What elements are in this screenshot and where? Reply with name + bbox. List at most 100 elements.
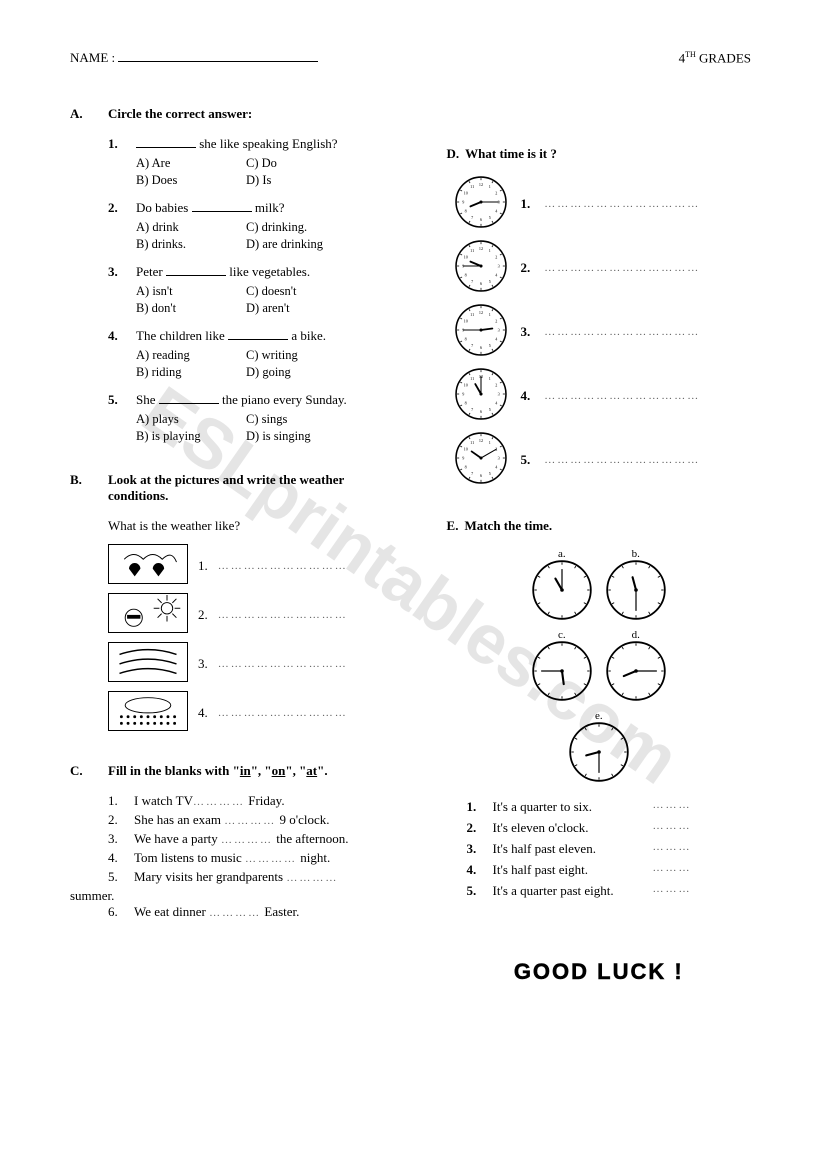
svg-text:9: 9 [462,392,464,397]
fill-row: 4.Tom listens to music ………… night. [108,850,407,866]
section-subtitle: What is the weather like? [108,518,407,534]
svg-text:9: 9 [462,200,464,205]
weather-row: 4. ………………………… [108,691,407,735]
item-number: 2. [198,607,208,623]
answer-blank[interactable]: ……………………………… [544,326,700,338]
svg-text:5: 5 [488,407,490,412]
answer-blank[interactable]: ……… [653,883,692,899]
option[interactable]: B) is playing [136,429,246,444]
svg-text:12: 12 [478,310,482,315]
item-number: 4. [467,862,483,878]
item-number: 1. [198,558,208,574]
clock-item: a. [532,548,592,623]
svg-text:11: 11 [470,377,474,382]
clock-label: e. [569,710,629,722]
option[interactable]: D) Is [246,173,356,188]
sentence: We eat dinner ………… Easter. [134,904,299,920]
answer-blank[interactable]: ……………………………… [544,390,700,402]
header: NAME : 4TH GRADES [70,50,751,66]
item-number: 3. [467,841,483,857]
option[interactable]: A) Are [136,156,246,171]
section-letter: D. [447,146,460,162]
match-row: 2. It's eleven o'clock. ……… [467,820,751,836]
name-label: NAME : [70,50,115,65]
sentence: Mary visits her grandparents ………… [134,869,338,885]
svg-text:3: 3 [497,456,499,461]
answer-blank[interactable]: ……… [653,862,692,878]
section-c: C. Fill in the blanks with "in", "on", "… [70,763,407,920]
svg-text:10: 10 [463,319,467,324]
svg-text:5: 5 [488,471,490,476]
option[interactable]: A) drink [136,220,246,235]
svg-text:8: 8 [464,401,466,406]
question: 4. The children like a bike. A) readingC… [108,328,407,380]
section-heading: Look at the pictures and write the weath… [108,472,368,504]
option[interactable]: A) plays [136,412,246,427]
clock-icon [606,692,666,704]
section-letter: A. [70,106,90,122]
clock-item: e. [569,710,629,785]
item-number: 4. [198,705,208,721]
svg-text:11: 11 [470,249,474,254]
answer-blank[interactable]: ………………………… [218,560,348,572]
option[interactable]: C) writing [246,348,356,363]
option[interactable]: B) don't [136,301,246,316]
option[interactable]: B) drinks. [136,237,246,252]
svg-text:11: 11 [470,441,474,446]
answer-blank[interactable]: ………………………… [218,707,348,719]
fill-row: 3.We have a party ………… the afternoon. [108,831,407,847]
clock-label: a. [532,548,592,560]
grade-label: 4TH GRADES [679,50,751,66]
option[interactable]: C) doesn't [246,284,356,299]
sentence-cont: summer. [70,888,407,904]
answer-blank[interactable]: ………………………… [218,658,348,670]
clock-row: 123456789101112 4. ……………………………… [455,368,751,424]
svg-text:6: 6 [479,346,481,351]
fill-row: 1.I watch TV………… Friday. [108,793,407,809]
option[interactable]: B) Does [136,173,246,188]
clock-row: 123456789101112 2. ……………………………… [455,240,751,296]
item-number: 5. [467,883,483,899]
section-letter: B. [70,472,90,504]
option[interactable]: C) drinking. [246,220,356,235]
option[interactable]: C) sings [246,412,356,427]
sentence: I watch TV………… Friday. [134,793,285,809]
option[interactable]: C) Do [246,156,356,171]
question-text: she like speaking English? [136,136,338,152]
item-number: 3. [198,656,208,672]
answer-blank[interactable]: ……………………………… [544,454,700,466]
svg-text:10: 10 [463,255,467,260]
svg-text:2: 2 [495,319,497,324]
weather-row: 3. ………………………… [108,642,407,686]
item-number: 4. [108,850,124,866]
question-number: 3. [108,264,126,280]
answer-blank[interactable]: ……… [653,799,692,815]
answer-blank[interactable]: ……… [653,841,692,857]
clock-icon [606,611,666,623]
option[interactable]: A) reading [136,348,246,363]
section-heading: Circle the correct answer: [108,106,252,122]
svg-text:7: 7 [471,279,473,284]
svg-text:6: 6 [479,474,481,479]
answer-blank[interactable]: ……… [653,820,692,836]
answer-blank[interactable]: ……………………………… [544,262,700,274]
question-text: The children like a bike. [136,328,326,344]
svg-text:7: 7 [471,215,473,220]
option[interactable]: A) isn't [136,284,246,299]
match-row: 5. It's a quarter past eight. ……… [467,883,751,899]
option[interactable]: B) riding [136,365,246,380]
svg-text:1: 1 [488,249,490,254]
name-blank[interactable] [118,61,318,62]
option[interactable]: D) aren't [246,301,356,316]
answer-blank[interactable]: ……………………………… [544,198,700,210]
option[interactable]: D) is singing [246,429,356,444]
item-number: 6. [108,904,124,920]
option[interactable]: D) are drinking [246,237,356,252]
option[interactable]: D) going [246,365,356,380]
section-d: D. What time is it ? 123456789101112 1. … [447,146,751,488]
answer-blank[interactable]: ………………………… [218,609,348,621]
name-field: NAME : [70,50,318,66]
question: 1. she like speaking English? A) AreC) D… [108,136,407,188]
weather-row: 2. ………………………… [108,593,407,637]
clock-label: d. [606,629,666,641]
